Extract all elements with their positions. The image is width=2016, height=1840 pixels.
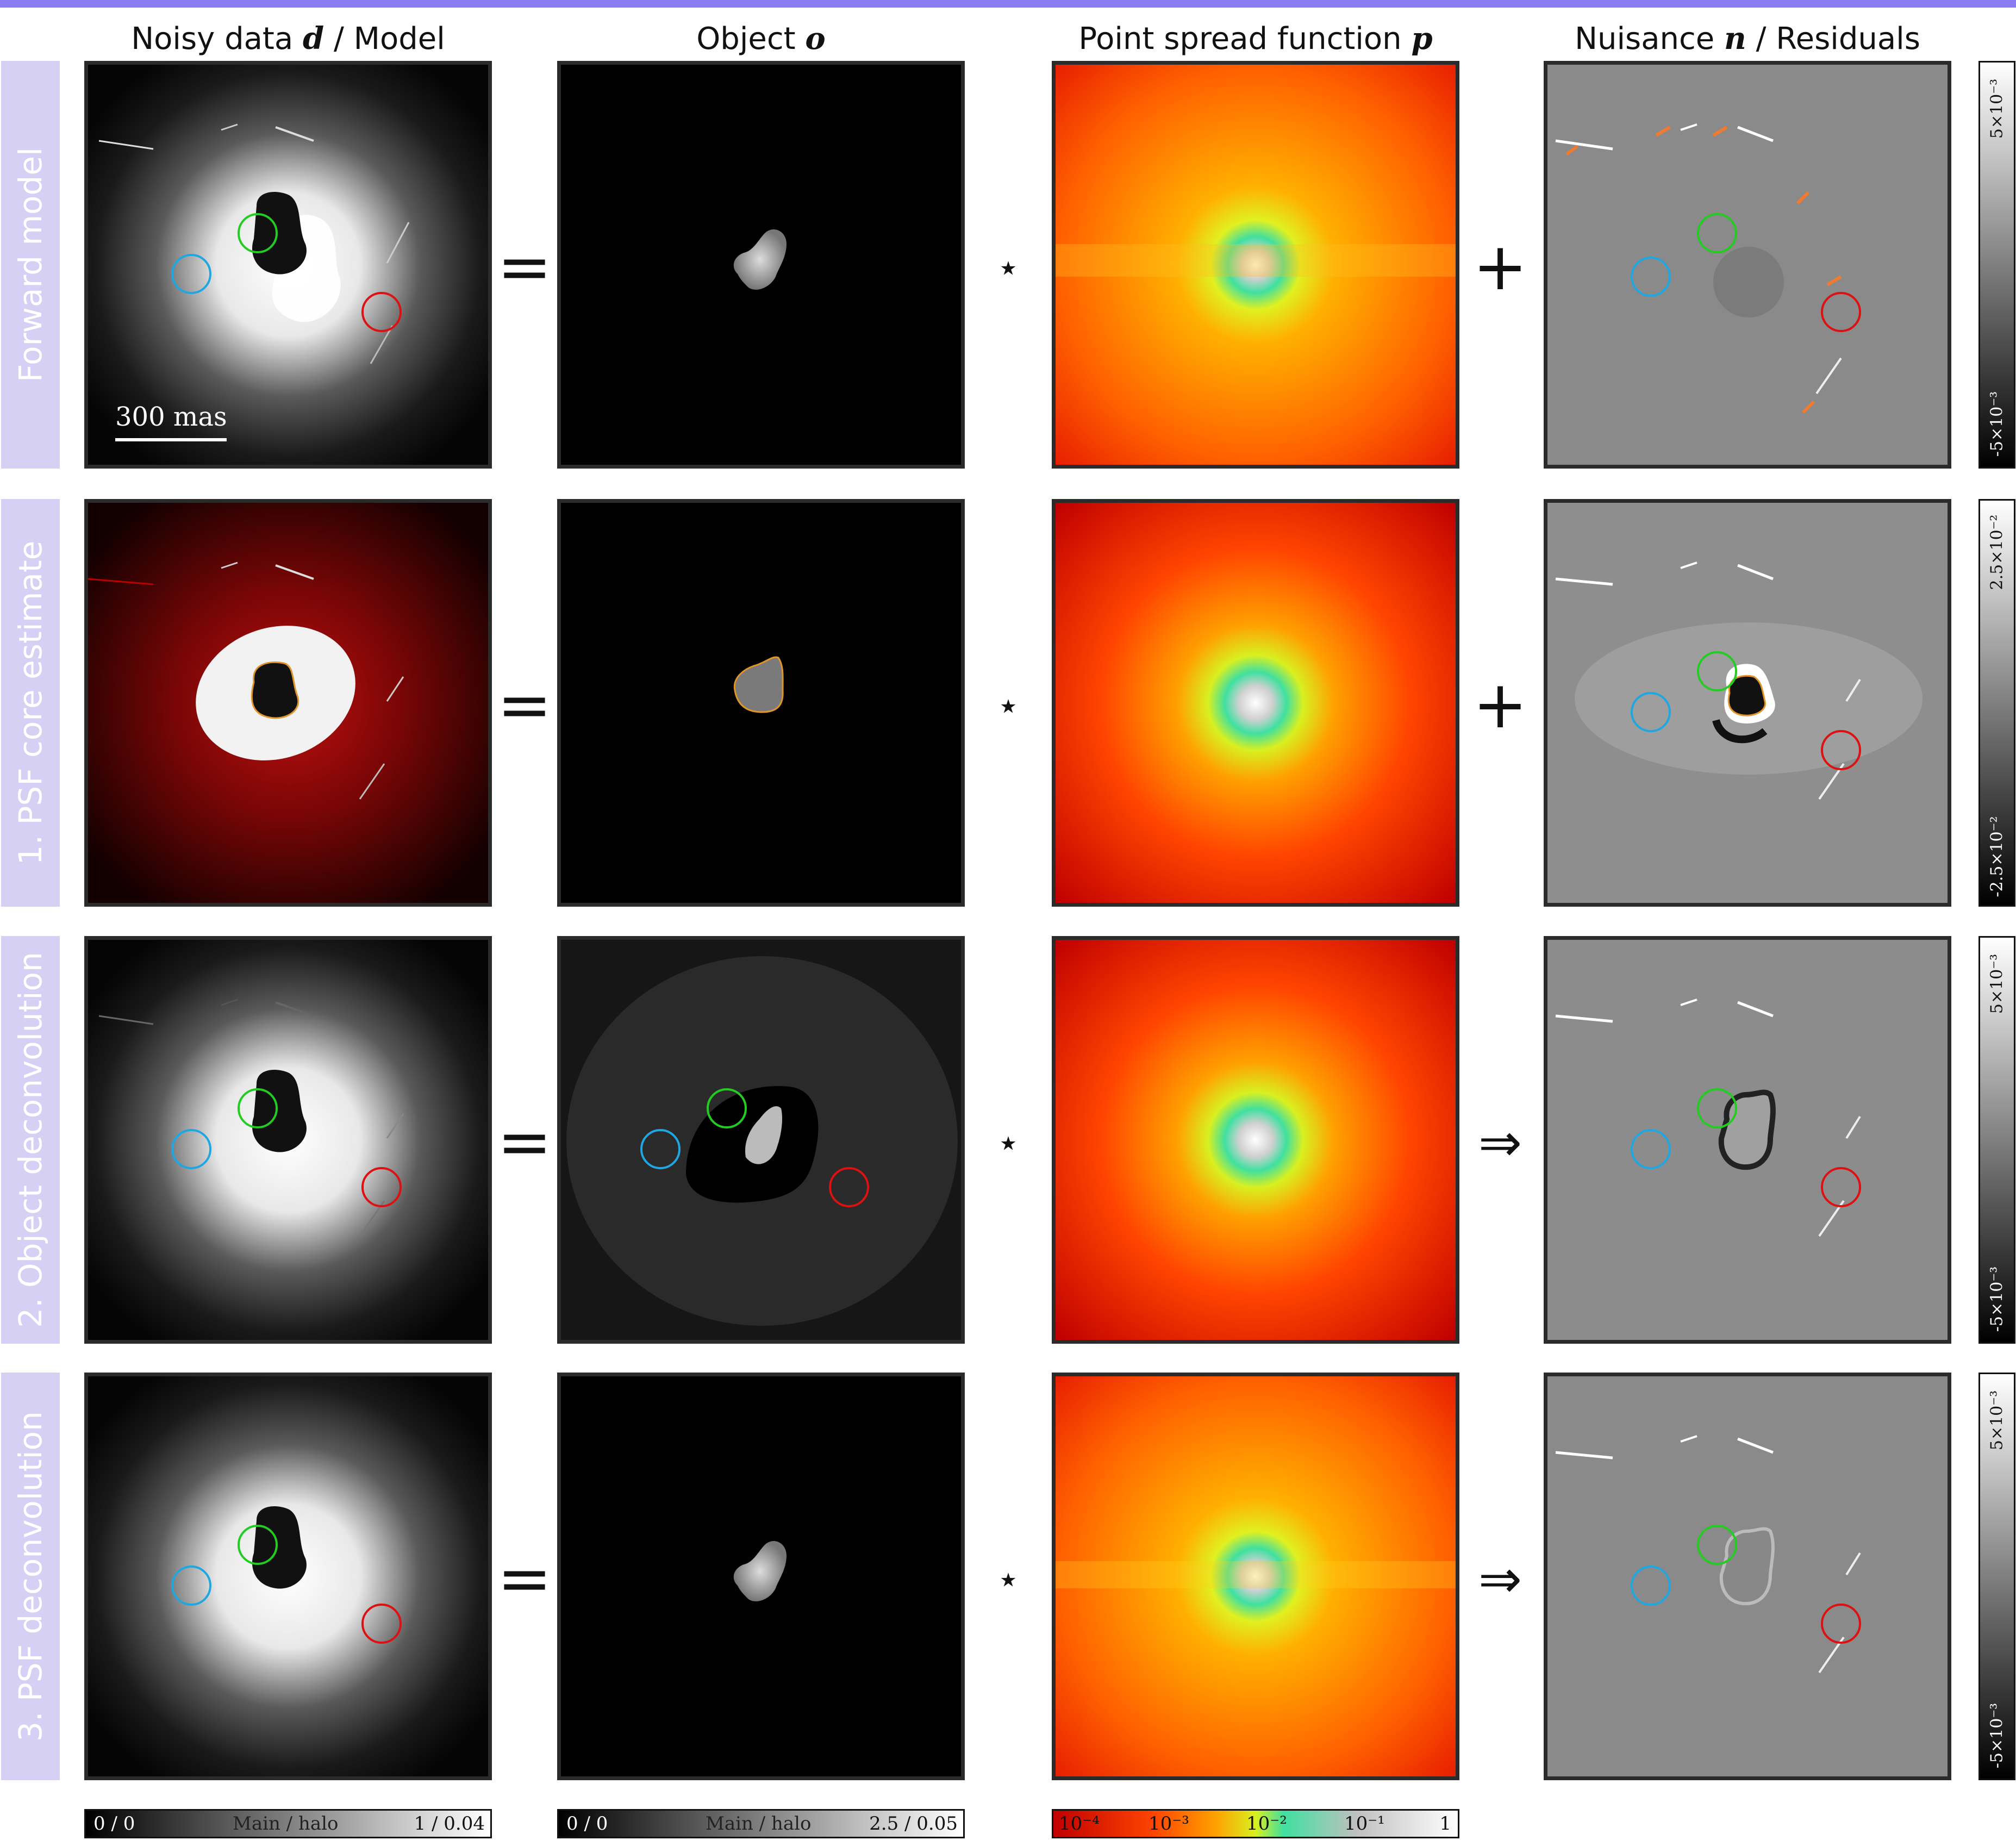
- panel-psf-forward: [1052, 61, 1459, 469]
- column-title-psf: Point spread function p: [1078, 21, 1433, 57]
- circle-blue: [171, 254, 211, 294]
- column-title-data: Noisy data d / Model: [131, 21, 445, 57]
- equals-operator: =: [497, 668, 552, 743]
- panel-psf-core: [1052, 499, 1459, 907]
- panel-object-psf-core: [557, 499, 965, 907]
- colorbar-residuals-object-deconv: 5×10⁻³ -5×10⁻³: [1978, 936, 2015, 1344]
- panel-object-forward: [557, 61, 965, 469]
- row-label-psf-core: 1. PSF core estimate: [1, 499, 60, 907]
- panel-psf-deconv: [1052, 1373, 1459, 1780]
- scale-bar-label: 300 mas: [115, 402, 227, 432]
- row-label-forward-model: Forward model: [1, 61, 60, 469]
- colorbar-psf: 10⁻⁴ 10⁻³ 10⁻² 10⁻¹ 1: [1052, 1809, 1459, 1838]
- column-title-object: Object o: [696, 21, 826, 57]
- row-label-psf-deconv: 3. PSF deconvolution: [1, 1373, 60, 1780]
- panel-object-psf-deconv: [557, 1373, 965, 1780]
- column-title-nuisance: Nuisance n / Residuals: [1575, 21, 1920, 57]
- convolution-operator: ⋆: [996, 1120, 1020, 1165]
- colorbar-data: 0 / 0 Main / halo 1 / 0.04: [84, 1809, 492, 1838]
- equals-operator: =: [497, 1105, 552, 1180]
- colorbar-residuals-psf-deconv: 5×10⁻³ -5×10⁻³: [1978, 1373, 2015, 1780]
- colorbar-residuals-psf-core: 2.5×10⁻² -2.5×10⁻²: [1978, 499, 2015, 907]
- circle-green: [238, 213, 278, 253]
- panel-residuals-psf-deconv: [1544, 1373, 1951, 1780]
- plus-operator: +: [1472, 229, 1528, 305]
- panel-nuisance-forward: [1544, 61, 1951, 469]
- implies-arrow: ⇒: [1478, 1549, 1522, 1610]
- row-label-object-deconv: 2. Object deconvolution: [1, 936, 60, 1344]
- panel-data-psf-deconv: [84, 1373, 492, 1780]
- colorbar-object: 0 / 0 Main / halo 2.5 / 0.05: [557, 1809, 965, 1838]
- panel-nuisance-psf-core: [1544, 499, 1951, 907]
- panel-residuals-object-deconv: [1544, 936, 1951, 1344]
- equals-operator: =: [497, 1541, 552, 1617]
- panel-data-psf-core: [84, 499, 492, 907]
- panel-data-object-deconv: [84, 936, 492, 1344]
- implies-arrow: ⇒: [1478, 1112, 1522, 1173]
- circle-red: [361, 292, 402, 332]
- header-bar: [0, 0, 2016, 8]
- convolution-operator: ⋆: [996, 245, 1020, 290]
- plus-operator: +: [1472, 668, 1528, 743]
- panel-object-deconv: [557, 936, 965, 1344]
- equals-operator: =: [497, 229, 552, 305]
- panel-data-forward: 300 mas: [84, 61, 492, 469]
- convolution-operator: ⋆: [996, 683, 1020, 728]
- colorbar-residuals-forward: 5×10⁻³ -5×10⁻³: [1978, 61, 2015, 469]
- panel-psf-object-deconv: [1052, 936, 1459, 1344]
- convolution-operator: ⋆: [996, 1557, 1020, 1601]
